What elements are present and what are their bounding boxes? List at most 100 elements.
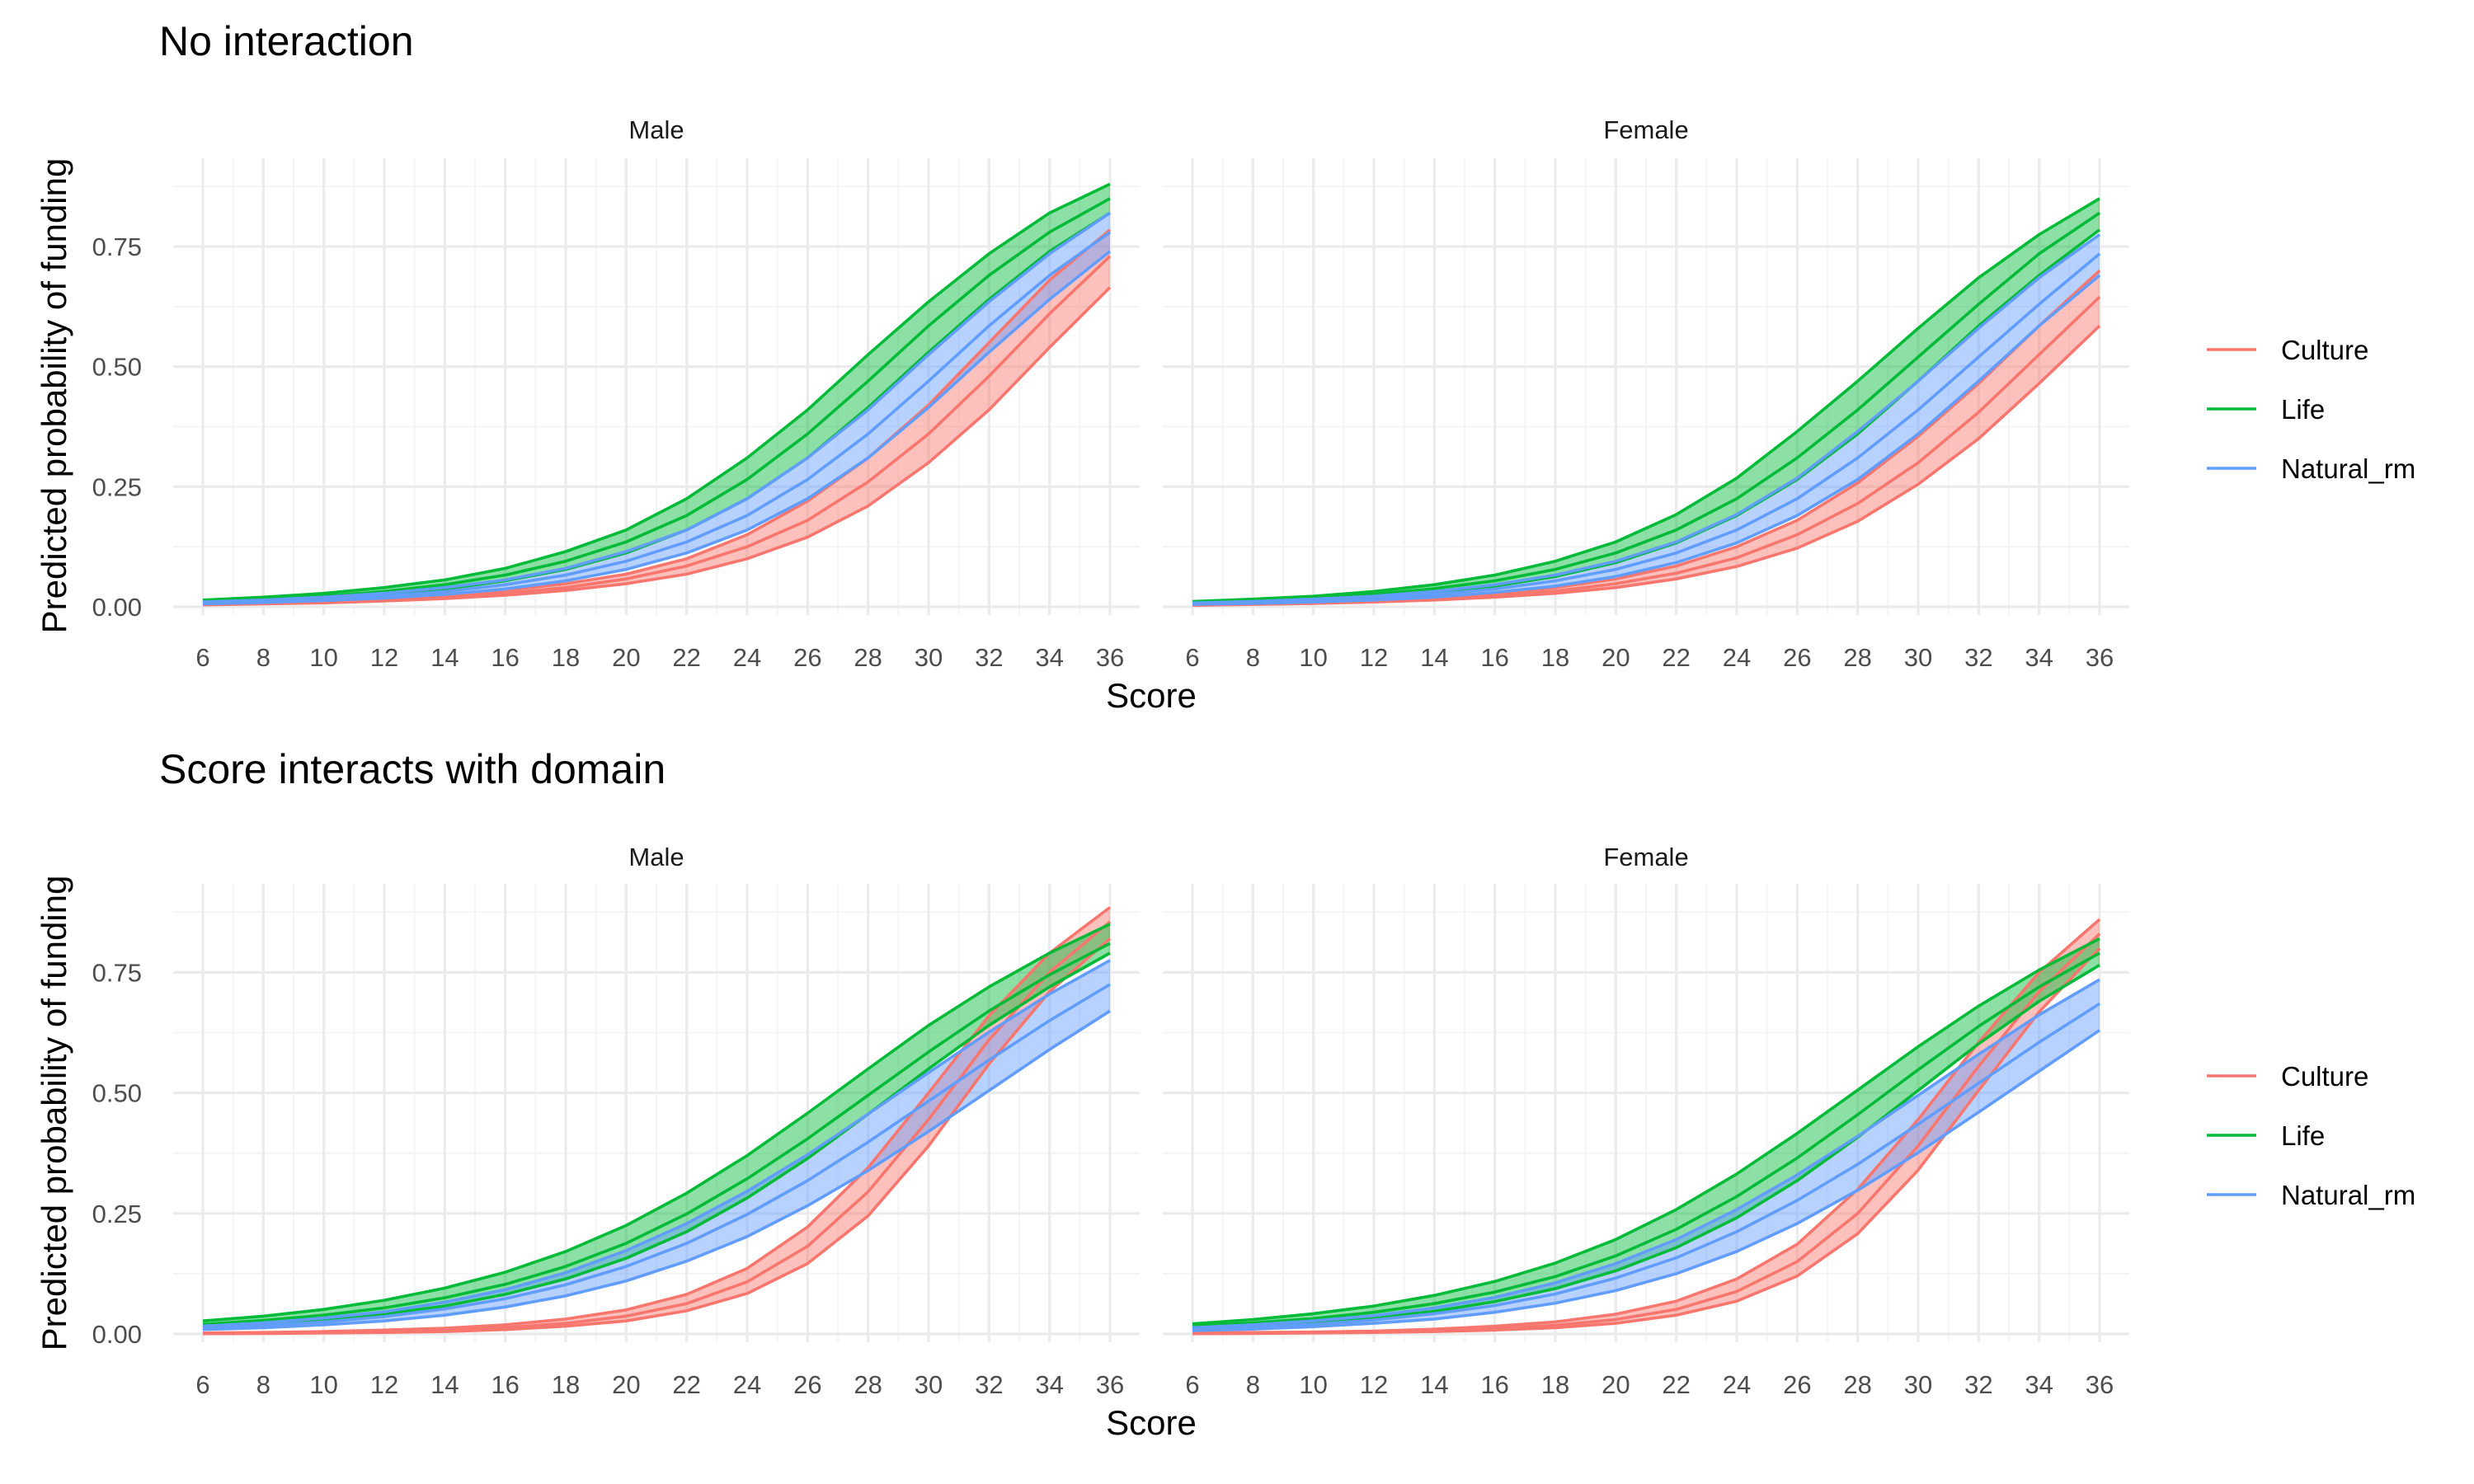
- x-tick-label: 16: [491, 1370, 519, 1399]
- x-tick-label: 22: [1662, 643, 1690, 672]
- legend: Culture Life Natural_rm: [2207, 335, 2415, 484]
- line-culture-upper: [202, 906, 1112, 1335]
- x-tick-label: 20: [1602, 643, 1630, 672]
- x-tick-label: 36: [1096, 643, 1124, 672]
- panel-male: Male 6 8 10 12 14 16 18 20 22 24 26 28 30 32 34 36 0.00 0.…: [92, 115, 1140, 672]
- legend-label: Natural_rm: [2281, 1180, 2415, 1210]
- x-tick-label: 12: [370, 1370, 398, 1399]
- line-natural_rm-lower: [1192, 1029, 2101, 1332]
- panel-male: Male 6 8 10 12 14 16 18 20 22 24 26 28 30 32 34 36 0.00 0.…: [92, 843, 1140, 1399]
- facet-label: Female: [1603, 843, 1688, 871]
- x-tick-label: 20: [612, 1370, 640, 1399]
- x-tick-label: 10: [309, 1370, 337, 1399]
- x-tick-label: 24: [733, 643, 761, 672]
- x-tick-label: 32: [975, 1370, 1003, 1399]
- x-tick-label: 20: [612, 643, 640, 672]
- line-natural_rm-upper: [1192, 233, 2101, 605]
- y-tick-label: 0.25: [92, 472, 142, 501]
- chart-block-1: Score interacts with domain Predicted pro…: [35, 746, 2415, 1442]
- x-tick-label: 22: [672, 643, 700, 672]
- x-tick-label: 16: [491, 643, 519, 672]
- line-life-fit: [1192, 951, 2100, 1328]
- line-culture-fit: [202, 255, 1112, 606]
- x-tick-label: 18: [1541, 1370, 1569, 1399]
- x-tick-label: 6: [1185, 643, 1199, 672]
- x-tick-label: 26: [793, 643, 821, 672]
- x-tick-label: 6: [195, 1370, 209, 1399]
- x-tick-label: 22: [1662, 1370, 1690, 1399]
- x-tick-label: 10: [1299, 643, 1327, 672]
- x-axis-label: Score: [1106, 1403, 1197, 1442]
- x-tick-label: 8: [1246, 1370, 1260, 1399]
- x-tick-label: 22: [672, 1370, 700, 1399]
- legend-label: Life: [2281, 1120, 2325, 1151]
- x-tick-label: 14: [430, 643, 459, 672]
- y-tick-label: 0.25: [92, 1200, 142, 1228]
- legend-label: Culture: [2281, 335, 2368, 365]
- x-tick-label: 26: [1783, 643, 1811, 672]
- x-tick-label: 36: [1096, 1370, 1124, 1399]
- x-tick-label: 16: [1480, 1370, 1508, 1399]
- facet-label: Female: [1603, 115, 1688, 144]
- legend-label: Natural_rm: [2281, 453, 2415, 484]
- legend: Culture Life Natural_rm: [2207, 1061, 2415, 1210]
- line-natural_rm-upper: [202, 211, 1112, 603]
- y-tick-label: 0.75: [92, 958, 142, 987]
- line-natural_rm-fit: [1192, 1002, 2100, 1331]
- chart-block-0: No interaction Predicted probability of f…: [35, 18, 2415, 715]
- x-tick-label: 18: [1541, 643, 1569, 672]
- x-tick-label: 6: [1185, 1370, 1199, 1399]
- line-life-upper: [1192, 937, 2100, 1326]
- line-culture-upper: [1192, 918, 2101, 1335]
- line-natural_rm-fit: [202, 231, 1112, 605]
- line-life-fit: [202, 942, 1111, 1327]
- x-tick-label: 14: [1420, 643, 1448, 672]
- chart-title: Score interacts with domain: [159, 746, 666, 792]
- x-tick-label: 30: [915, 643, 943, 672]
- x-tick-label: 20: [1602, 1370, 1630, 1399]
- x-tick-label: 36: [2086, 1370, 2114, 1399]
- x-tick-label: 36: [2086, 643, 2114, 672]
- x-axis-label: Score: [1106, 676, 1197, 715]
- x-tick-label: 28: [1843, 643, 1871, 672]
- x-tick-label: 24: [1723, 643, 1751, 672]
- x-tick-label: 14: [430, 1370, 459, 1399]
- x-tick-label: 34: [1035, 1370, 1063, 1399]
- facet-label: Male: [628, 843, 684, 871]
- x-tick-label: 24: [733, 1370, 761, 1399]
- ribbon-life: [203, 184, 1110, 603]
- x-tick-label: 32: [975, 643, 1003, 672]
- x-tick-label: 30: [1904, 1370, 1932, 1399]
- ribbon-culture: [203, 229, 1110, 605]
- line-natural_rm-upper: [202, 959, 1111, 1328]
- y-tick-label: 0.50: [92, 1079, 142, 1108]
- x-tick-label: 12: [1360, 1370, 1388, 1399]
- legend-label: Life: [2281, 394, 2325, 425]
- x-tick-label: 18: [552, 643, 580, 672]
- x-tick-label: 34: [1035, 643, 1063, 672]
- line-natural_rm-lower: [202, 250, 1112, 606]
- x-tick-label: 18: [552, 1370, 580, 1399]
- y-tick-label: 0.00: [92, 1320, 142, 1349]
- x-tick-label: 32: [1964, 1370, 1992, 1399]
- ribbon-natural_rm: [1192, 234, 2100, 605]
- line-life-lower: [202, 951, 1111, 1329]
- y-tick-label: 0.00: [92, 593, 142, 622]
- x-tick-label: 34: [2025, 643, 2053, 672]
- y-tick-label: 0.75: [92, 232, 142, 261]
- x-tick-label: 26: [793, 1370, 821, 1399]
- x-tick-label: 8: [256, 1370, 270, 1399]
- x-tick-label: 8: [256, 643, 270, 672]
- x-tick-label: 24: [1723, 1370, 1751, 1399]
- chart-title: No interaction: [159, 18, 414, 64]
- line-life-upper: [202, 182, 1111, 602]
- x-tick-label: 32: [1964, 643, 1992, 672]
- x-tick-label: 14: [1420, 1370, 1448, 1399]
- line-natural_rm-lower: [202, 1009, 1111, 1331]
- panel-female: Female 6 8 10 12 14 16 18 20 22 24 26 28 30 32 34 36: [1163, 843, 2129, 1399]
- x-tick-label: 16: [1480, 643, 1508, 672]
- ribbon-culture: [1192, 919, 2100, 1334]
- panel-female: Female 6 8 10 12 14 16 18 20 22 24 26 28 30 32 34 36: [1163, 115, 2129, 672]
- line-natural_rm-upper: [1192, 978, 2100, 1330]
